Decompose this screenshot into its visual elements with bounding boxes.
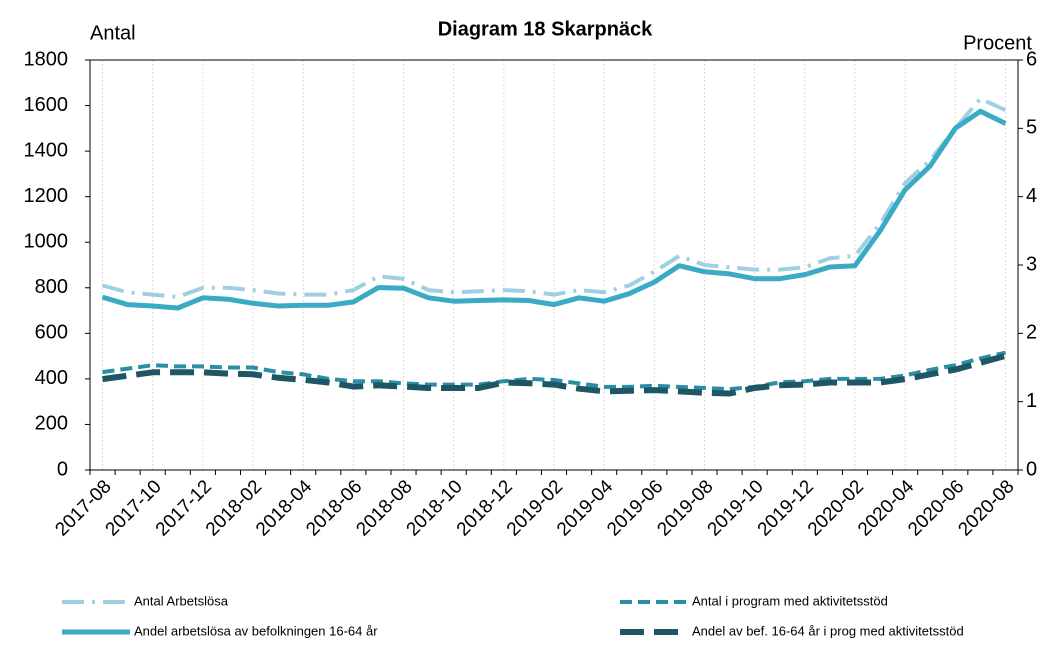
y-tick-label: 200 <box>35 413 68 435</box>
y-tick-label: 1800 <box>24 48 69 70</box>
y2-tick-label: 2 <box>1026 322 1037 344</box>
plot-frame <box>89 59 1019 471</box>
series-line <box>102 350 1006 392</box>
y2-tick-label: 6 <box>1026 48 1037 70</box>
y-axis-label: Antal <box>90 22 136 44</box>
series-line <box>101 96 1007 299</box>
legend-label: Andel arbetslösa av befolkningen 16-64 å… <box>134 623 378 638</box>
y2-tick-label: 3 <box>1026 253 1037 275</box>
x-tick-label: 2020-08 <box>954 476 1018 540</box>
series-line <box>102 353 1007 397</box>
y-tick-label: 1200 <box>24 185 69 207</box>
legend-label: Andel av bef. 16-64 år i prog med aktivi… <box>692 623 964 638</box>
y2-tick-label: 0 <box>1026 458 1037 480</box>
y2-tick-label: 1 <box>1026 390 1037 412</box>
y-tick-label: 800 <box>35 276 68 298</box>
y2-axis-label: Procent <box>963 32 1032 54</box>
y2-tick-label: 4 <box>1026 185 1037 207</box>
y-tick-label: 400 <box>35 367 68 389</box>
y-tick-label: 1400 <box>24 139 69 161</box>
y-tick-label: 600 <box>35 322 68 344</box>
y-tick-label: 1600 <box>24 94 69 116</box>
y2-tick-label: 5 <box>1026 117 1037 139</box>
series-line <box>101 108 1007 311</box>
legend-label: Antal i program med aktivitetsstöd <box>692 593 888 608</box>
y-tick-label: 1000 <box>24 231 69 253</box>
legend-label: Antal Arbetslösa <box>134 593 229 608</box>
chart-title: Diagram 18 Skarpnäck <box>438 18 653 40</box>
y-tick-label: 0 <box>57 458 68 480</box>
